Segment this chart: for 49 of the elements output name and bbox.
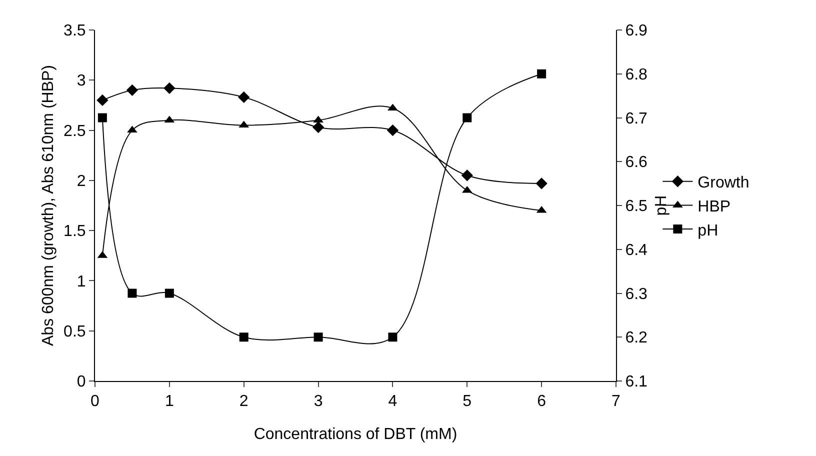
y2-tick-label: 6.8 <box>625 66 648 84</box>
point <box>313 116 324 123</box>
y2-tick-label: 6.1 <box>625 374 648 391</box>
legend-label: pH <box>698 222 718 240</box>
x-tick-label: 0 <box>90 393 100 410</box>
y2-tick-label: 6.2 <box>625 330 648 347</box>
point <box>461 170 473 182</box>
point <box>239 332 248 342</box>
y-tick-label: 1 <box>76 273 86 290</box>
y-tick-label: 0 <box>76 374 86 391</box>
x-tick-label: 5 <box>462 393 472 410</box>
point <box>126 84 138 96</box>
y-tick-label: 2 <box>76 173 86 190</box>
y2-tick-label: 6.4 <box>625 242 648 259</box>
point <box>238 91 250 104</box>
point <box>96 94 108 106</box>
x-tick-label: 6 <box>537 393 546 410</box>
y-tick-label: 2.5 <box>64 122 86 140</box>
point <box>388 332 398 342</box>
point <box>164 82 176 94</box>
legend-label: Growth <box>698 174 750 192</box>
y-axis-title: Abs 600nm (growth), Abs 610nm (HBP) <box>40 64 57 346</box>
point <box>164 288 174 298</box>
y2-tick-label: 6.9 <box>625 22 648 40</box>
x-tick-label: 3 <box>314 393 323 410</box>
x-tick-label: 1 <box>164 393 174 410</box>
legend-label: HBP <box>698 198 731 216</box>
x-tick-label: 4 <box>388 393 398 410</box>
x-tick-label: 7 <box>612 393 621 410</box>
y-tick-label: 0.5 <box>64 323 86 340</box>
point <box>312 121 324 134</box>
point <box>537 69 546 78</box>
x-tick-label: 2 <box>239 393 248 410</box>
y-tick-label: 3 <box>76 72 86 90</box>
point <box>128 288 137 298</box>
y-tick-label: 3.5 <box>64 22 86 40</box>
point <box>98 113 107 122</box>
y-tick-label: 1.5 <box>64 223 86 240</box>
point <box>314 332 323 342</box>
y2-axis-title: pH <box>653 195 670 216</box>
y2-tick-label: 6.6 <box>625 154 648 172</box>
y2-tick-label: 6.3 <box>625 286 648 303</box>
x-axis-title: Concentrations of DBT (mM) <box>254 426 458 443</box>
point <box>462 113 472 122</box>
y2-tick-label: 6.5 <box>625 198 648 216</box>
point <box>127 126 138 133</box>
y2-tick-label: 6.7 <box>625 110 648 128</box>
point <box>386 124 399 136</box>
point <box>536 178 548 190</box>
